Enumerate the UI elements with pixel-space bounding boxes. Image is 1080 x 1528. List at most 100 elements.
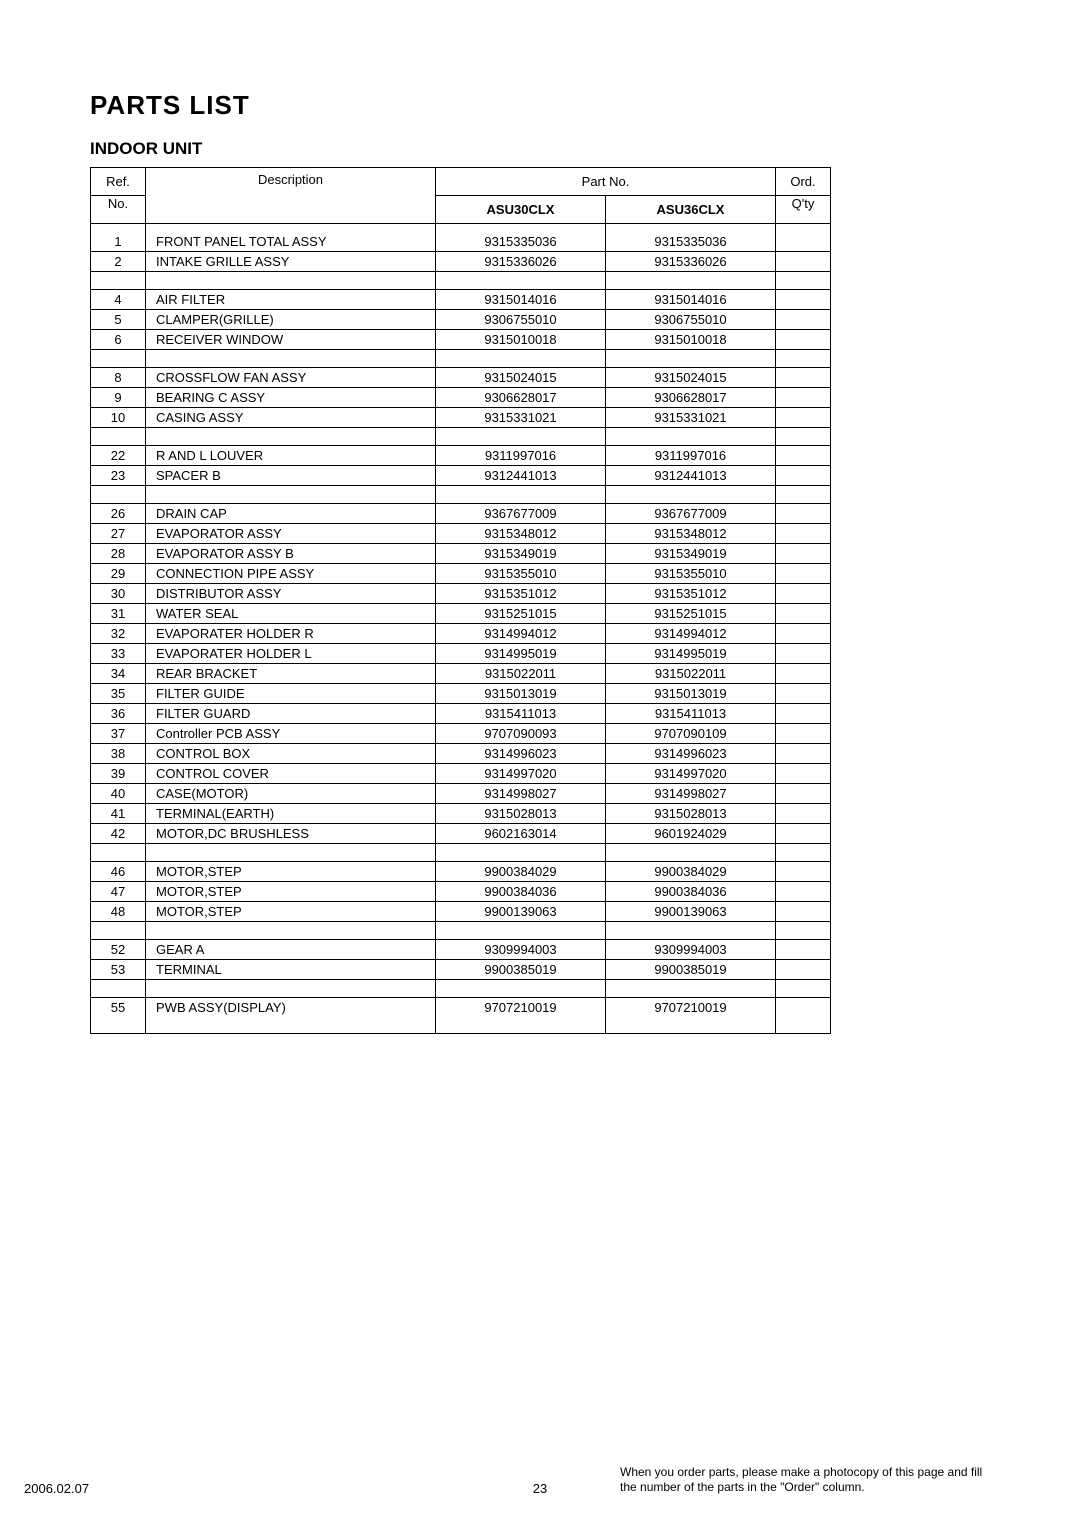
cell-description: CONTROL COVER bbox=[146, 764, 436, 784]
cell-description: EVAPORATOR ASSY B bbox=[146, 544, 436, 564]
cell-part-b: 9311997016 bbox=[606, 446, 776, 466]
cell-part-a: 9315251015 bbox=[436, 604, 606, 624]
cell-qty bbox=[776, 504, 831, 524]
cell-qty bbox=[776, 862, 831, 882]
cell-part-a: 9315355010 bbox=[436, 564, 606, 584]
cell-part-a: 9315010018 bbox=[436, 330, 606, 350]
table-row: 36FILTER GUARD93154110139315411013 bbox=[91, 704, 831, 724]
footer-note: When you order parts, please make a phot… bbox=[620, 1465, 990, 1496]
cell-part-b: 9315411013 bbox=[606, 704, 776, 724]
table-row: 32EVAPORATER HOLDER R9314994012931499401… bbox=[91, 624, 831, 644]
table-row: 26DRAIN CAP93676770099367677009 bbox=[91, 504, 831, 524]
cell-qty bbox=[776, 724, 831, 744]
cell-part-b: 9312441013 bbox=[606, 466, 776, 486]
cell-qty bbox=[776, 902, 831, 922]
cell-ref: 6 bbox=[91, 330, 146, 350]
cell-part-b bbox=[606, 350, 776, 368]
table-row: 53TERMINAL99003850199900385019 bbox=[91, 960, 831, 980]
cell-part-a: 9315024015 bbox=[436, 368, 606, 388]
cell-part-a: 9707090093 bbox=[436, 724, 606, 744]
table-row: 29CONNECTION PIPE ASSY931535501093153550… bbox=[91, 564, 831, 584]
table-row-blank bbox=[91, 272, 831, 290]
cell-description bbox=[146, 980, 436, 998]
cell-qty bbox=[776, 824, 831, 844]
cell-part-a: 9900384029 bbox=[436, 862, 606, 882]
cell-ref bbox=[91, 272, 146, 290]
header-ord-bot: Q'ty bbox=[776, 196, 831, 224]
table-row-blank bbox=[91, 350, 831, 368]
table-row: 39CONTROL COVER93149970209314997020 bbox=[91, 764, 831, 784]
cell-ref: 26 bbox=[91, 504, 146, 524]
cell-ref: 47 bbox=[91, 882, 146, 902]
cell-qty bbox=[776, 922, 831, 940]
cell-description: CASE(MOTOR) bbox=[146, 784, 436, 804]
table-row: 48MOTOR,STEP99001390639900139063 bbox=[91, 902, 831, 922]
cell-qty bbox=[776, 784, 831, 804]
table-header: Ref. Description Part No. Ord. No. ASU30… bbox=[91, 168, 831, 224]
cell-ref bbox=[91, 486, 146, 504]
cell-part-a: 9315351012 bbox=[436, 584, 606, 604]
cell-description bbox=[146, 350, 436, 368]
cell-qty bbox=[776, 940, 831, 960]
cell-part-b: 9315355010 bbox=[606, 564, 776, 584]
table-row: 55PWB ASSY(DISPLAY)97072100199707210019 bbox=[91, 998, 831, 1034]
cell-description: FRONT PANEL TOTAL ASSY bbox=[146, 224, 436, 252]
header-description: Description bbox=[146, 168, 436, 224]
table-row: 42MOTOR,DC BRUSHLESS96021630149601924029 bbox=[91, 824, 831, 844]
cell-ref: 39 bbox=[91, 764, 146, 784]
cell-part-b: 9315349019 bbox=[606, 544, 776, 564]
page-title: PARTS LIST bbox=[90, 90, 990, 121]
cell-description bbox=[146, 844, 436, 862]
cell-ref: 2 bbox=[91, 252, 146, 272]
cell-qty bbox=[776, 524, 831, 544]
cell-description bbox=[146, 272, 436, 290]
cell-part-b: 9315013019 bbox=[606, 684, 776, 704]
cell-qty bbox=[776, 882, 831, 902]
cell-ref: 38 bbox=[91, 744, 146, 764]
header-partno: Part No. bbox=[436, 168, 776, 196]
cell-description: Controller PCB ASSY bbox=[146, 724, 436, 744]
cell-part-b: 9314997020 bbox=[606, 764, 776, 784]
table-row: 30DISTRIBUTOR ASSY93153510129315351012 bbox=[91, 584, 831, 604]
cell-description: EVAPORATER HOLDER R bbox=[146, 624, 436, 644]
footer-page-number: 23 bbox=[533, 1481, 547, 1496]
table-body: 1FRONT PANEL TOTAL ASSY93153350369315335… bbox=[91, 224, 831, 1034]
table-row: 10CASING ASSY93153310219315331021 bbox=[91, 408, 831, 428]
cell-ref: 53 bbox=[91, 960, 146, 980]
table-row-blank bbox=[91, 980, 831, 998]
table-row: 31WATER SEAL93152510159315251015 bbox=[91, 604, 831, 624]
cell-ref: 4 bbox=[91, 290, 146, 310]
table-row: 37Controller PCB ASSY9707090093970709010… bbox=[91, 724, 831, 744]
cell-description: DISTRIBUTOR ASSY bbox=[146, 584, 436, 604]
cell-ref: 29 bbox=[91, 564, 146, 584]
cell-part-a: 9707210019 bbox=[436, 998, 606, 1034]
cell-part-a: 9367677009 bbox=[436, 504, 606, 524]
cell-description: FILTER GUARD bbox=[146, 704, 436, 724]
cell-part-b: 9306755010 bbox=[606, 310, 776, 330]
cell-ref: 1 bbox=[91, 224, 146, 252]
cell-ref: 27 bbox=[91, 524, 146, 544]
cell-part-b: 9707210019 bbox=[606, 998, 776, 1034]
cell-part-b bbox=[606, 486, 776, 504]
table-row: 38CONTROL BOX93149960239314996023 bbox=[91, 744, 831, 764]
cell-description: TERMINAL bbox=[146, 960, 436, 980]
cell-qty bbox=[776, 844, 831, 862]
cell-description: SPACER B bbox=[146, 466, 436, 486]
cell-qty bbox=[776, 446, 831, 466]
cell-part-a: 9315336026 bbox=[436, 252, 606, 272]
cell-description: MOTOR,STEP bbox=[146, 862, 436, 882]
cell-qty bbox=[776, 664, 831, 684]
cell-part-b: 9315336026 bbox=[606, 252, 776, 272]
header-model-a: ASU30CLX bbox=[436, 196, 606, 224]
cell-qty bbox=[776, 466, 831, 486]
cell-part-a: 9900139063 bbox=[436, 902, 606, 922]
table-row: 52GEAR A93099940039309994003 bbox=[91, 940, 831, 960]
cell-description: FILTER GUIDE bbox=[146, 684, 436, 704]
header-ord-top: Ord. bbox=[776, 168, 831, 196]
cell-qty bbox=[776, 744, 831, 764]
cell-part-a: 9311997016 bbox=[436, 446, 606, 466]
cell-description: AIR FILTER bbox=[146, 290, 436, 310]
cell-ref bbox=[91, 922, 146, 940]
cell-part-a: 9312441013 bbox=[436, 466, 606, 486]
cell-ref: 52 bbox=[91, 940, 146, 960]
